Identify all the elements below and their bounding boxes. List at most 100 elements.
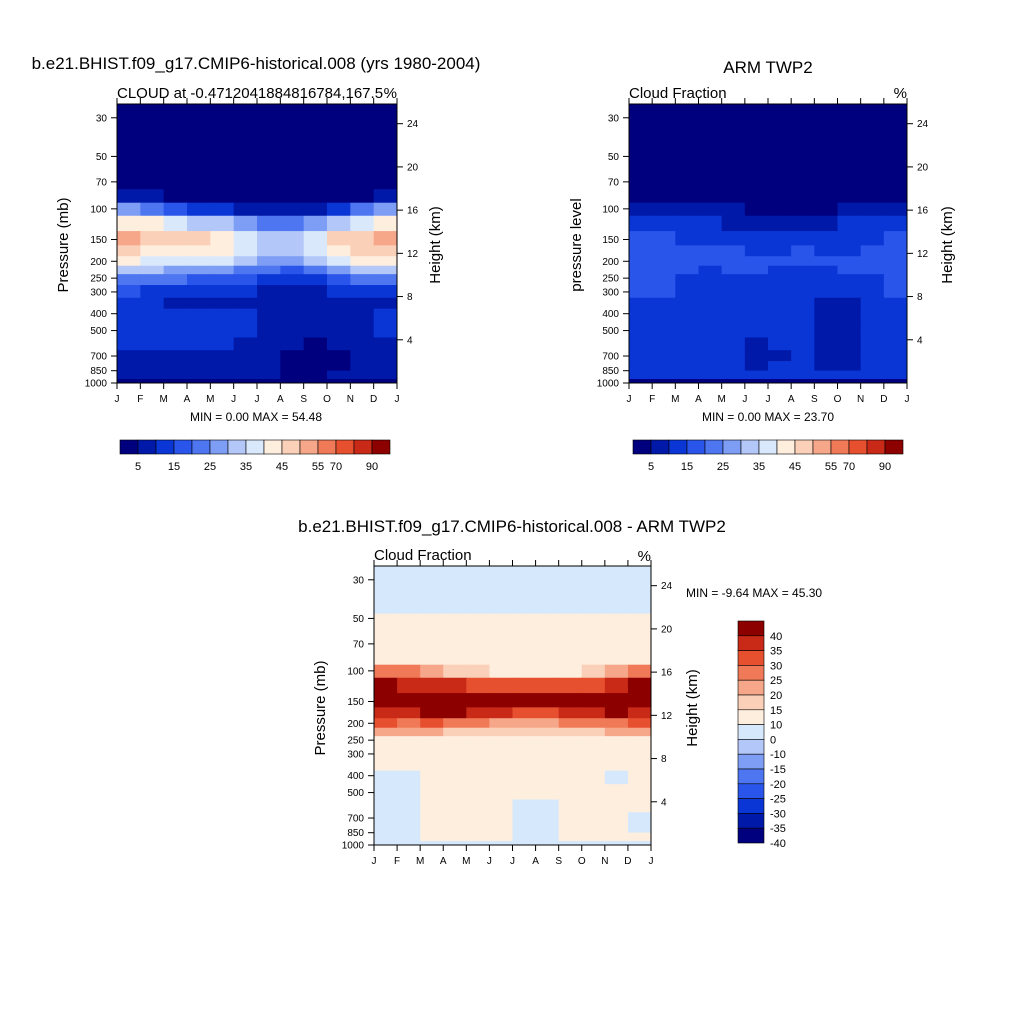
heatmap-cell (558, 664, 583, 679)
heatmap-cell (535, 677, 560, 694)
x-tick-label: A (440, 856, 447, 867)
heatmap-cell (698, 172, 723, 190)
y-right-tick-label: 24 (661, 581, 673, 592)
panel-diff-summary: MIN = -9.64 MAX = 45.30 (686, 586, 822, 600)
heatmap-cell (210, 297, 235, 310)
heatmap-cell (210, 215, 235, 232)
heatmap-cell (535, 664, 560, 679)
x-tick-label: J (742, 394, 747, 405)
heatmap-cell (350, 256, 375, 267)
heatmap-cell (210, 265, 235, 275)
heatmap-cell (140, 337, 165, 351)
heatmap-cell (791, 215, 815, 232)
heatmap-cell (280, 215, 305, 232)
heatmap-cell (581, 677, 606, 694)
heatmap-cell (860, 215, 885, 232)
panel-obs-colorbar: 5 15 25 35 45 55 70 90 (632, 439, 904, 473)
heatmap-cell (327, 189, 351, 204)
heatmap-cell (163, 202, 188, 217)
colorbar-label: 10 (770, 720, 782, 732)
heatmap-cell (721, 322, 746, 339)
colorbar-box (737, 635, 765, 651)
heatmap-cell (489, 736, 514, 748)
y-tick-label: 250 (602, 274, 619, 285)
heatmap-cell (604, 583, 629, 615)
heatmap-cell (860, 151, 885, 174)
heatmap-cell (303, 231, 328, 246)
colorbar-box (299, 439, 319, 455)
heatmap-cell (860, 308, 885, 323)
colorbar-box (371, 439, 391, 455)
colorbar-box (227, 439, 247, 455)
heatmap-cell (629, 265, 653, 275)
heatmap-cell (117, 151, 141, 174)
heatmap-cell (791, 337, 815, 351)
heatmap-cell (535, 693, 560, 708)
heatmap-cell (883, 337, 907, 351)
heatmap-cell (860, 265, 885, 275)
heatmap-cell (604, 634, 629, 652)
heatmap-cell (652, 256, 676, 267)
heatmap-cell (768, 215, 792, 232)
heatmap-cell (350, 231, 375, 246)
heatmap-cell (420, 566, 444, 585)
heatmap-cell (420, 784, 444, 801)
heatmap-cell (163, 189, 188, 204)
heatmap-cell (627, 823, 651, 834)
heatmap-cell (140, 121, 165, 153)
colorbar-box (884, 439, 904, 455)
heatmap-cell (350, 245, 375, 257)
heatmap-cell (512, 693, 537, 708)
heatmap-cell (883, 274, 907, 286)
heatmap-cell (397, 677, 421, 694)
heatmap-cell (652, 104, 676, 123)
heatmap-cell (350, 361, 375, 372)
heatmap-cell (210, 361, 235, 372)
heatmap-cell (512, 566, 537, 585)
heatmap-cell (512, 841, 537, 845)
panel-obs-ylabel-right: Height (km) (939, 206, 956, 284)
colorbar-label: 90 (366, 461, 378, 473)
heatmap-cell (350, 121, 375, 153)
heatmap-cell (860, 322, 885, 339)
colorbar-label: 5 (648, 461, 654, 473)
heatmap-cell (489, 784, 514, 801)
y-tick-label: 1000 (342, 841, 365, 852)
heatmap-cell (280, 379, 305, 383)
heatmap-cell (768, 104, 792, 123)
heatmap-cell (303, 337, 328, 351)
y-tick-label: 300 (347, 749, 364, 760)
heatmap-cell (535, 707, 560, 719)
heatmap-cell (581, 634, 606, 652)
heatmap-cell (512, 799, 537, 813)
heatmap-cell (210, 256, 235, 267)
heatmap-cell (791, 172, 815, 190)
heatmap-cell (675, 172, 700, 190)
heatmap-cell (558, 583, 583, 615)
heatmap-cell (721, 121, 746, 153)
heatmap-cell (698, 361, 723, 372)
colorbar-label: 90 (879, 461, 891, 473)
heatmap-cell (581, 841, 606, 845)
heatmap-cell (233, 379, 258, 383)
heatmap-cell (443, 770, 467, 785)
colorbar-box (737, 783, 765, 799)
heatmap-cell (140, 231, 165, 246)
colorbar-label: -20 (770, 779, 786, 791)
heatmap-cell (535, 583, 560, 615)
heatmap-cell (581, 736, 606, 748)
heatmap-cell (303, 322, 328, 339)
heatmap-cell (397, 812, 421, 824)
heatmap-cell (373, 245, 397, 257)
heatmap-cell (627, 799, 651, 813)
heatmap-cell (768, 379, 792, 383)
heatmap-cell (280, 337, 305, 351)
heatmap-cell (233, 245, 258, 257)
heatmap-cell (117, 350, 141, 362)
heatmap-cell (698, 285, 723, 299)
heatmap-cell (187, 256, 211, 267)
colorbar-box (848, 439, 868, 455)
heatmap-cell (791, 245, 815, 257)
y-right-tick-label: 20 (407, 162, 419, 173)
heatmap-cell (303, 379, 328, 383)
